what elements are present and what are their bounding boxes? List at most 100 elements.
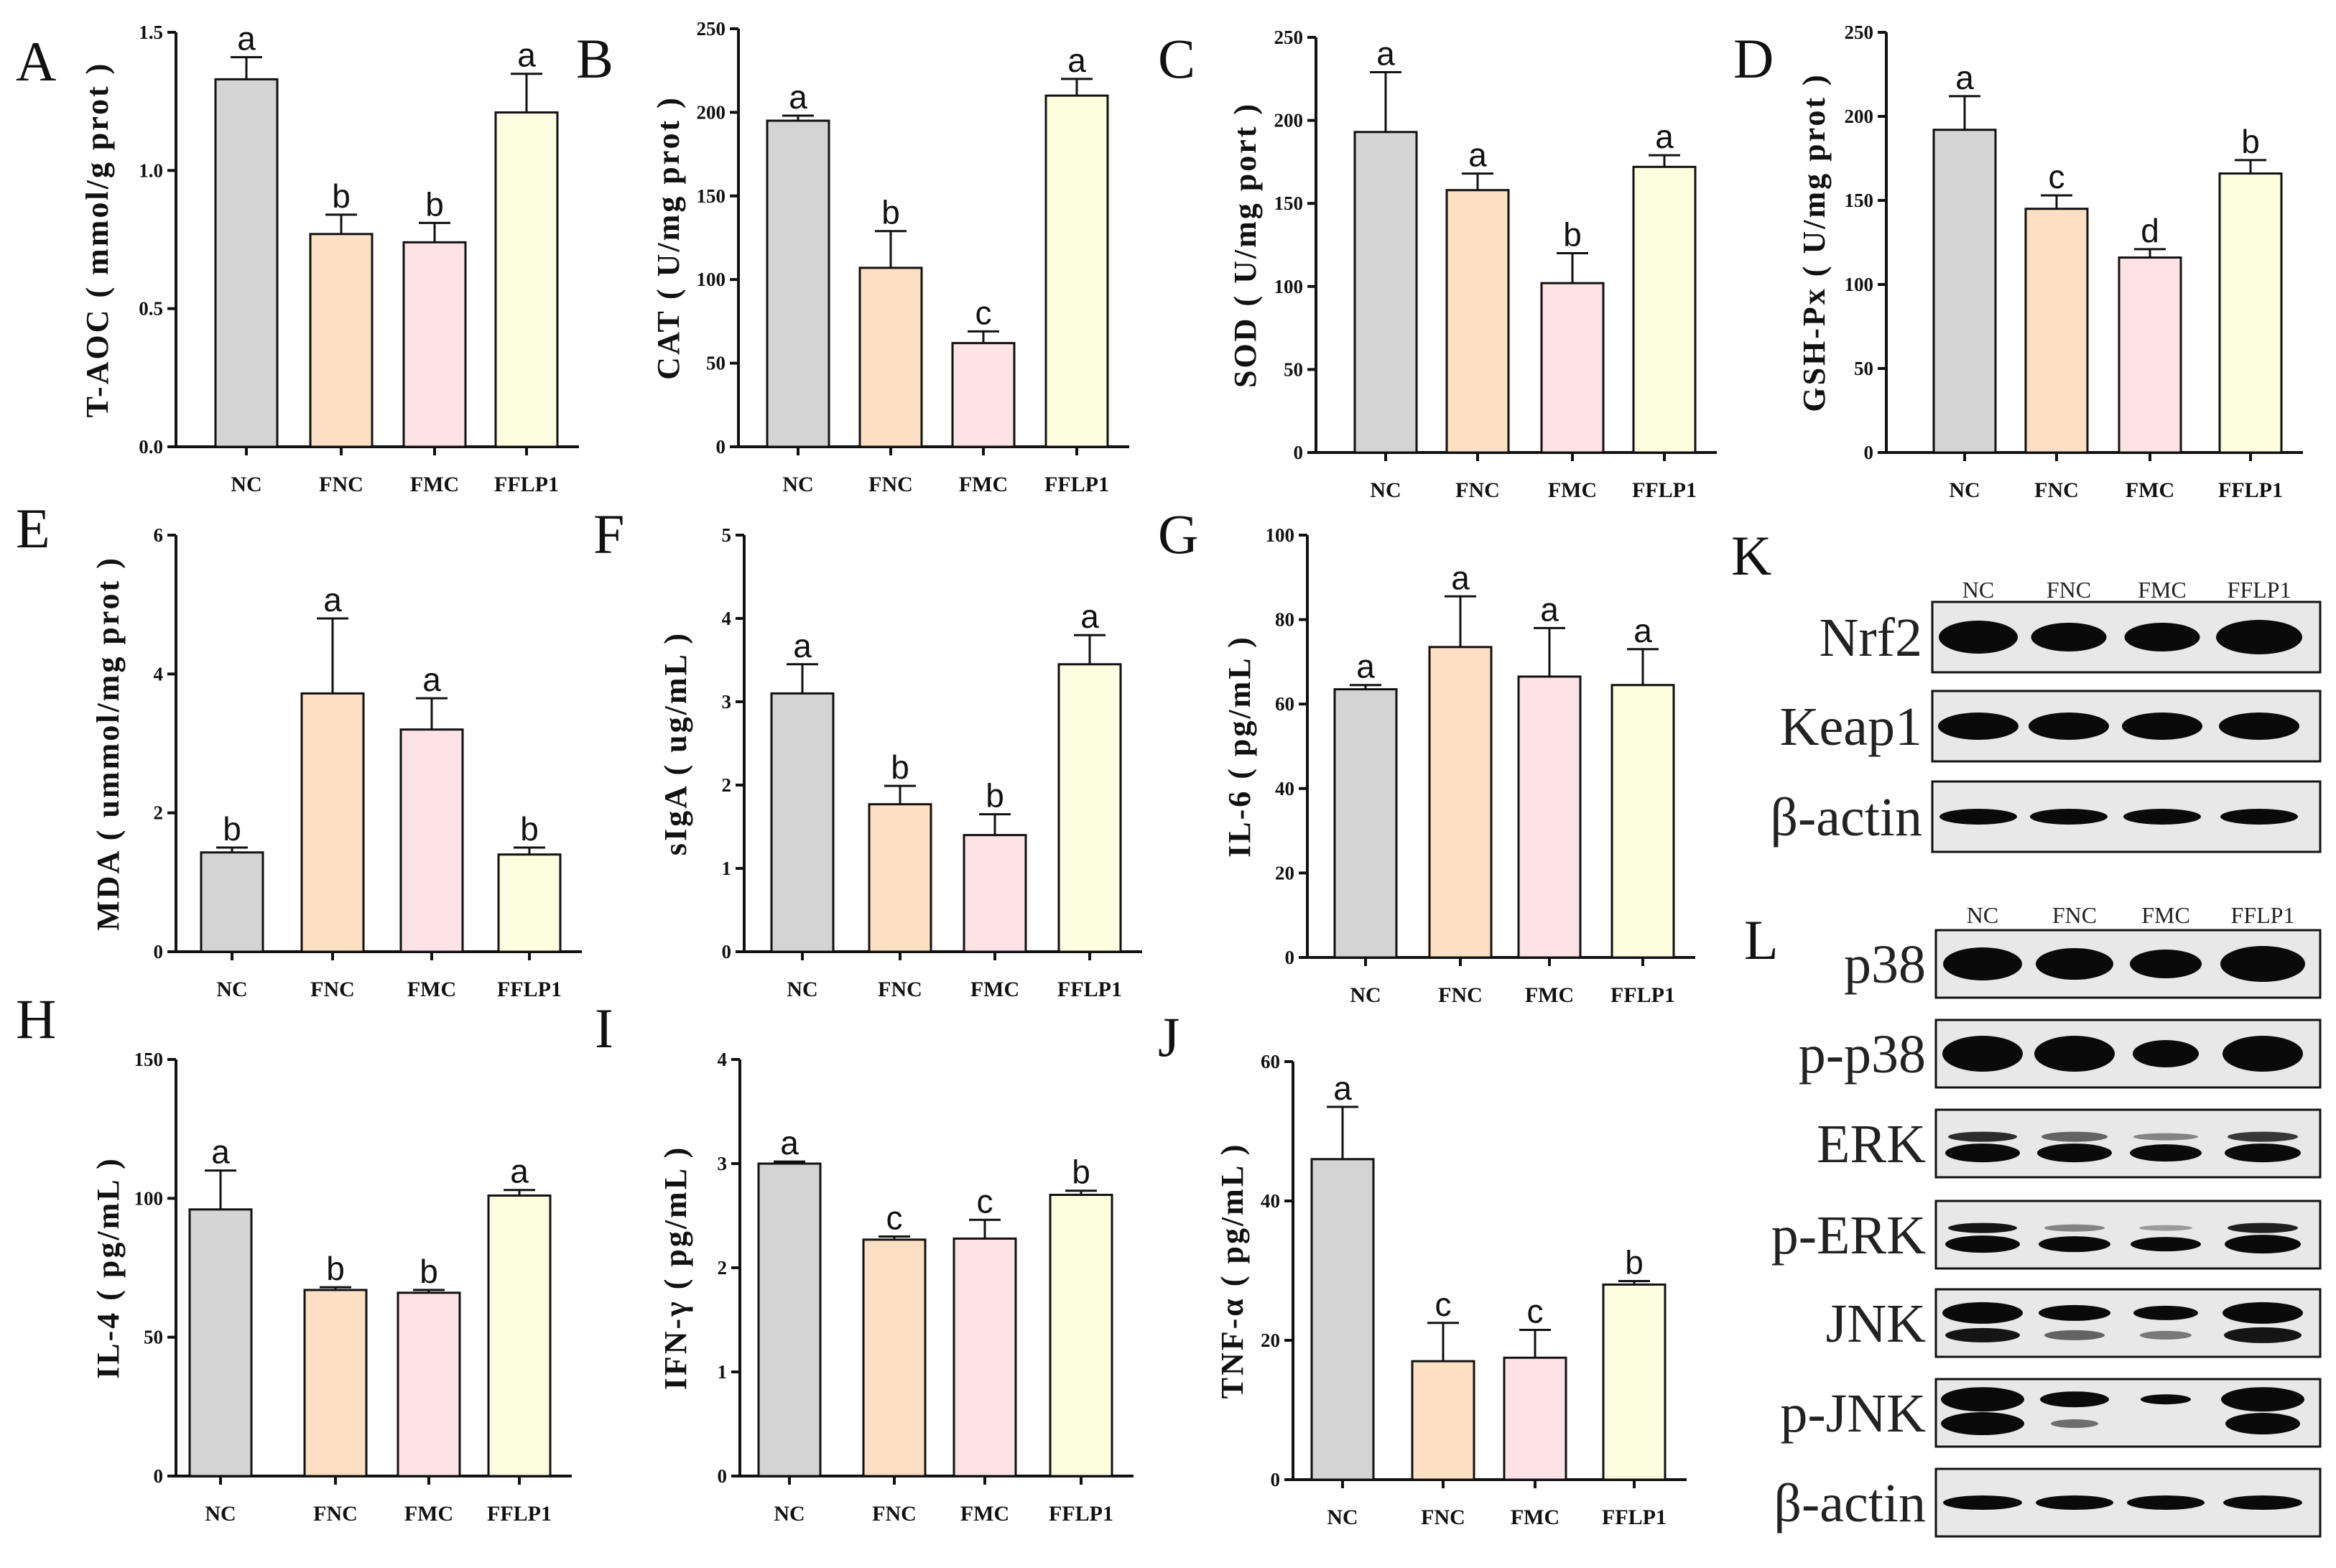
y-tick-label: 40 [1261, 1190, 1280, 1212]
x-category-label: FMC [1511, 1506, 1559, 1529]
blot-band [2219, 713, 2299, 740]
blot-band [2036, 948, 2113, 980]
x-category-label: NC [1350, 983, 1381, 1007]
significance-letter: a [237, 20, 256, 57]
y-tick-label: 200 [697, 101, 726, 123]
significance-letter: c [2049, 158, 2065, 195]
y-tick-label: 150 [697, 185, 726, 207]
y-tick-label: 4 [718, 1049, 728, 1070]
bar-FNC [2024, 208, 2089, 454]
panel-letter: J [1158, 1006, 1179, 1068]
x-category-label: FMC [960, 1502, 1009, 1526]
x-category-label: NC [231, 473, 261, 496]
significance-letter: a [323, 581, 342, 618]
x-category-label: NC [1949, 478, 1980, 502]
blot-band [2223, 1302, 2303, 1324]
x-category-label: FNC [1438, 983, 1483, 1007]
y-tick-label: 0.5 [139, 298, 163, 320]
blot-band [1941, 1387, 2024, 1412]
y-axis-label: IFN-γ ( pg/mL ) [658, 1146, 693, 1391]
y-tick-label: 0 [154, 941, 164, 962]
x-category-label: FFLP1 [1610, 983, 1675, 1007]
blot-band [2123, 809, 2201, 825]
chart-panel-D: D GSH-Px ( U/mg prot ) 0 50 100 150 200 250 a NC c… [1733, 22, 2303, 502]
blot-band [1945, 1235, 2020, 1253]
blot-band [2225, 1235, 2301, 1254]
bar-FFLP1 [497, 853, 562, 953]
blot-band [2036, 1495, 2113, 1510]
y-tick-label: 0.0 [139, 436, 163, 458]
bar-FMC [1517, 675, 1582, 959]
bar-FMC [963, 834, 1027, 953]
blot-band [2040, 1391, 2109, 1408]
bar-FFLP1 [1602, 1283, 1667, 1481]
x-category-label: NC [774, 1502, 805, 1526]
y-tick-label: 2 [718, 1257, 728, 1279]
bar-FMC [2118, 256, 2182, 454]
blot-band [2225, 1413, 2300, 1435]
panel-letter: I [595, 997, 613, 1059]
x-category-label: FFLP1 [1044, 473, 1109, 496]
blot-band [2044, 1330, 2105, 1340]
chart-panel-C: C SOD ( U/mg port ) 0 50 100 150 200 250 a NC a FNC… [1158, 27, 1717, 502]
bar-NC [1932, 129, 1997, 454]
panel-letter: F [593, 503, 624, 565]
bar-NC [1310, 1158, 1375, 1481]
y-tick-label: 20 [1275, 862, 1294, 883]
blot-band [2039, 1236, 2110, 1253]
y-axis-label: CAT ( U/mg prot ) [651, 96, 686, 380]
blot-band [2220, 809, 2298, 825]
y-tick-label: 1 [722, 858, 732, 879]
y-tick-label: 0 [1294, 442, 1304, 463]
significance-letter: a [1633, 612, 1652, 649]
bar-FNC [1411, 1360, 1475, 1481]
y-tick-label: 100 [1266, 524, 1295, 546]
bar-FNC [309, 233, 374, 448]
blot-band [1945, 1143, 2020, 1163]
significance-letter: b [1563, 216, 1582, 254]
y-tick-label: 250 [697, 18, 726, 40]
significance-letter: a [793, 627, 812, 664]
y-tick-label: 60 [1261, 1051, 1280, 1072]
significance-letter: a [789, 78, 807, 116]
blot-band [1938, 713, 2018, 740]
bar-NC [1333, 688, 1398, 959]
significance-letter: a [780, 1124, 799, 1161]
blot-protein-label: β-actin [1774, 1473, 1926, 1534]
blot-band [2030, 809, 2108, 825]
x-category-label: FFLP1 [1602, 1506, 1667, 1529]
blot-band [2044, 1224, 2105, 1232]
significance-letter: b [2241, 123, 2260, 160]
panel-letter: A [16, 30, 56, 93]
significance-letter: a [1080, 598, 1099, 635]
blot-band [1948, 1223, 2017, 1233]
y-tick-label: 200 [1274, 110, 1304, 131]
y-tick-label: 0 [1285, 947, 1295, 968]
x-category-label: FNC [868, 473, 913, 496]
significance-letter: b [1625, 1244, 1644, 1281]
blot-protein-label: Nrf2 [1819, 608, 1922, 668]
chart-panel-H: H IL-4 ( pg/mL ) 0 50 100 150 a NC b FNC b FMC a FFLP… [16, 988, 572, 1526]
y-tick-label: 1 [718, 1361, 728, 1383]
bar-NC [214, 78, 279, 448]
bar-FFLP1 [1044, 94, 1109, 448]
x-category-label: FFLP1 [1049, 1502, 1113, 1526]
y-axis-label: MDA ( ummol/mg prot ) [91, 556, 126, 931]
blot-protein-label: β-actin [1770, 787, 1922, 848]
bar-FFLP1 [487, 1194, 552, 1477]
blot-band [1942, 1036, 2023, 1072]
y-tick-label: 100 [134, 1187, 164, 1209]
blot-protein-label: Keap1 [1780, 697, 1922, 757]
bar-NC [770, 692, 835, 953]
y-tick-label: 0 [154, 1465, 164, 1487]
significance-letter: c [1527, 1292, 1544, 1330]
bar-NC [1353, 131, 1418, 454]
blot-band [1948, 1131, 2017, 1142]
y-tick-label: 50 [706, 353, 726, 374]
significance-letter: c [977, 1182, 993, 1220]
x-category-label: FMC [410, 473, 459, 496]
panel-letter: K [1731, 524, 1771, 587]
bar-FNC [303, 1289, 368, 1477]
bar-FMC [397, 1291, 461, 1477]
